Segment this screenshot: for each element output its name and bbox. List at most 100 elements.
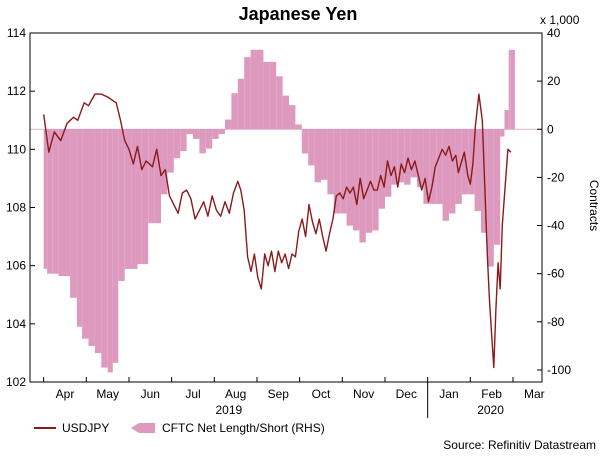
cftc-area-bar [500,129,505,137]
cftc-area-bar [417,129,424,188]
cftc-area-bar [442,129,449,221]
cftc-area-bar [112,129,119,363]
cftc-area-bar [199,129,206,154]
cftc-area-bar [88,129,95,346]
cftc-area-bar [327,129,334,195]
x-axis: Apr May Jun Jul Aug Sep Oct Nov Dec Jan Feb Mar 2019… [43,377,545,418]
x-tick-label: Aug [225,387,246,401]
cftc-area-bar [410,129,417,178]
right-tick-label: -60 [547,267,565,281]
x-tick-label: Sep [268,387,290,401]
cftc-area-bar [282,95,289,130]
right-tick-label: -20 [547,170,565,184]
cftc-area-bar [276,76,283,130]
legend: USDJPY CFTC Net Length/Short (RHS) [34,421,325,435]
cftc-area-bar [510,49,515,130]
x-tick-label: May [96,387,119,401]
x-tick-label: Jul [185,387,200,401]
cftc-area-bar [161,129,168,195]
x-tick-label: Oct [312,387,331,401]
usdjpy-line-layer [43,93,512,369]
cftc-area-bar [193,129,200,139]
cftc-area-bar [58,129,65,277]
cftc-area-bar [118,129,125,281]
cftc-area-bar [137,129,142,265]
cftc-area-bar [237,78,245,130]
cftc-area-bar [47,129,53,274]
left-tick-label: 106 [6,259,26,273]
cftc-area-bar [148,129,155,224]
legend-label-cftc: CFTC Net Length/Short (RHS) [162,421,325,435]
cftc-area-bar [301,129,309,154]
cftc-area-bar [218,129,225,135]
right-tick-label: -40 [547,219,565,233]
right-axis: -100 -80 -60 -40 -20 0 20 40 [537,26,571,377]
cftc-area-bar [180,129,187,151]
cftc-area-bar [101,129,108,368]
cftc-area-bar [94,129,102,354]
cftc-area-bar [449,129,456,214]
cftc-area-bar [455,129,462,204]
usdjpy-line [43,93,512,369]
x-tick-label: Jun [141,387,160,401]
cftc-area-bar [487,129,494,267]
cftc-area-bar [186,129,193,135]
cftc-area-bar [429,129,437,204]
right-tick-label: 40 [547,26,561,40]
cftc-area-bar [289,105,296,130]
cftc-area-bar [43,129,48,269]
right-tick-label: 20 [547,74,561,88]
cftc-area-bar [372,129,379,231]
cftc-area-bar [308,129,315,166]
left-tick-label: 112 [7,84,26,98]
cftc-area-bar [391,129,398,185]
x-tick-label: Apr [56,387,75,401]
left-tick-label: 108 [6,201,26,215]
right-tick-label: 0 [547,122,554,136]
left-axis: 102 104 106 108 110 112 114 [6,26,35,389]
cftc-area-bar [359,129,366,243]
cftc-area-bar [124,129,132,269]
right-axis-multiplier: x 1,000 [540,13,580,27]
cftc-area-bar [205,129,213,149]
cftc-area-bar [76,129,82,327]
cftc-area-bar [167,129,174,173]
x-tick-label: Dec [396,387,417,401]
cftc-area-bar [212,129,219,139]
cftc-area-bar [468,129,475,195]
cftc-area-bar [314,129,321,183]
cftc-area-bar [257,49,264,130]
cftc-area-bar [321,129,328,180]
right-tick-label: -100 [547,363,571,377]
left-tick-label: 102 [6,375,26,389]
cftc-area-bar [365,129,373,233]
legend-label-usdjpy: USDJPY [62,421,109,435]
right-axis-label: Contracts [587,180,600,231]
cftc-area-bar [131,129,138,269]
cftc-area-bar [461,129,469,195]
cftc-area-bar [70,129,77,298]
cftc-area-bar [82,129,89,339]
cftc-area-bar [65,129,71,277]
cftc-area-bar [493,129,501,245]
cftc-area-bar [250,49,257,130]
x-tick-label: Feb [481,387,502,401]
cftc-area-bar [263,61,270,130]
year-label: 2019 [215,403,242,417]
cftc-area-bar [107,129,113,373]
right-tick-label: -80 [547,315,565,329]
cftc-area-bar [173,129,181,159]
cftc-area-bar [141,129,149,265]
cftc-area-bar [231,93,238,130]
left-tick-label: 104 [6,317,26,331]
x-tick-label: Mar [524,387,545,401]
year-label: 2020 [477,403,504,417]
cftc-area-bar [353,129,360,231]
x-tick-label: Jan [439,387,458,401]
left-tick-label: 114 [7,26,26,40]
cftc-area-bar [504,110,509,130]
cftc-area-layer [30,49,542,373]
cftc-area-bar [436,129,443,204]
cftc-area-bar [346,129,353,226]
